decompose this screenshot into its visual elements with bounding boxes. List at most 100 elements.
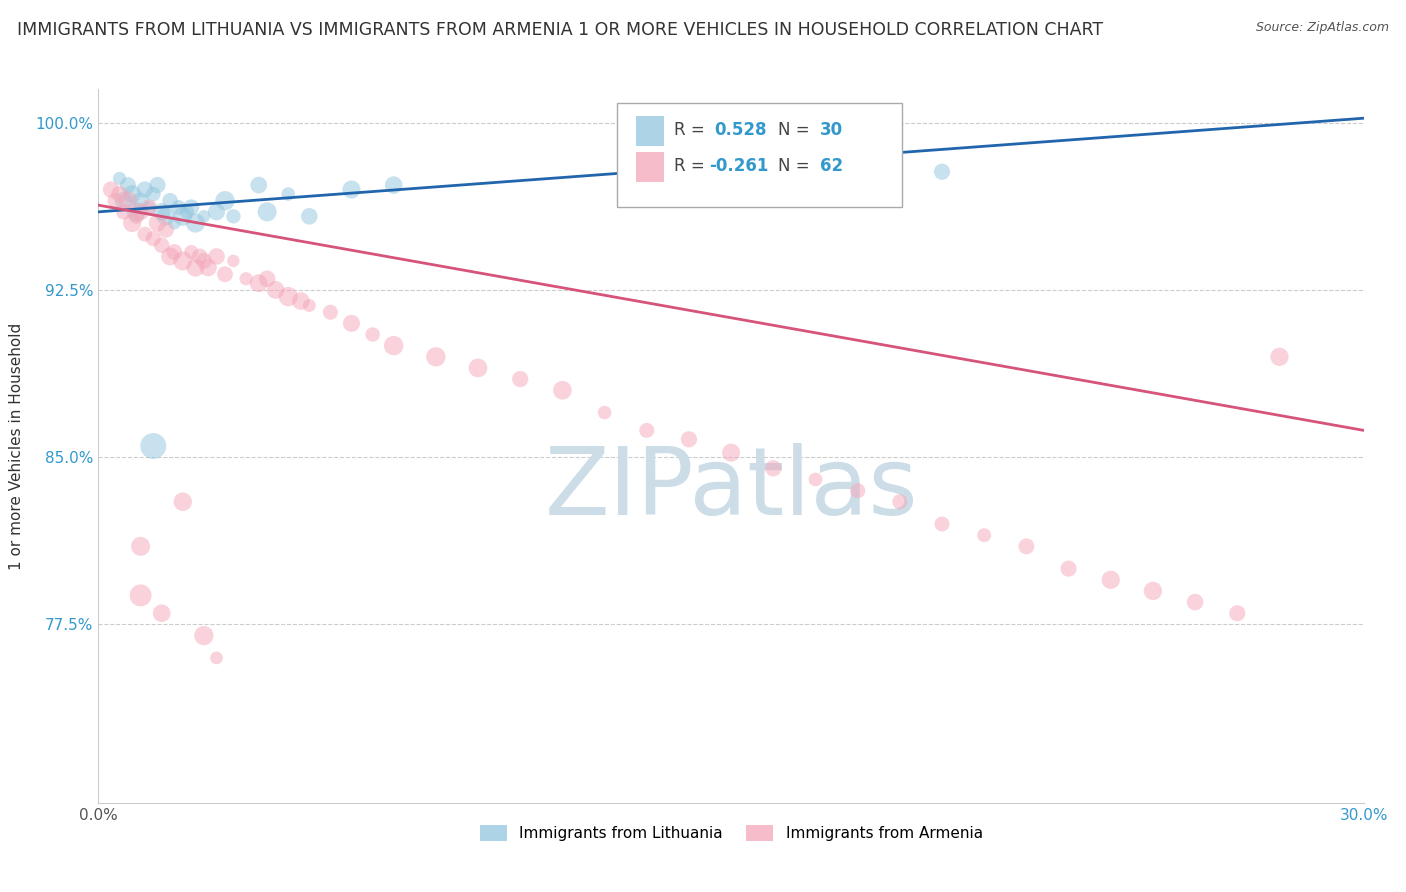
Point bbox=[146, 216, 169, 230]
Point bbox=[1015, 539, 1038, 553]
Point bbox=[235, 271, 257, 285]
Text: N =: N = bbox=[778, 157, 815, 175]
Text: IMMIGRANTS FROM LITHUANIA VS IMMIGRANTS FROM ARMENIA 1 OR MORE VEHICLES IN HOUSE: IMMIGRANTS FROM LITHUANIA VS IMMIGRANTS … bbox=[17, 21, 1102, 38]
Point bbox=[129, 539, 152, 553]
Point bbox=[290, 293, 312, 308]
FancyBboxPatch shape bbox=[617, 103, 903, 207]
Point bbox=[264, 283, 287, 297]
Point bbox=[150, 606, 173, 620]
Point bbox=[636, 423, 658, 437]
FancyBboxPatch shape bbox=[636, 152, 664, 182]
Point bbox=[247, 276, 270, 290]
Point bbox=[1226, 606, 1249, 620]
Point bbox=[155, 222, 177, 236]
Point bbox=[277, 186, 299, 201]
Point bbox=[214, 194, 236, 208]
Point bbox=[340, 316, 363, 330]
Point bbox=[172, 209, 194, 223]
Point bbox=[134, 227, 156, 241]
Point bbox=[222, 253, 245, 268]
Point bbox=[184, 260, 207, 275]
Point bbox=[804, 472, 827, 486]
Point bbox=[129, 204, 152, 219]
Point bbox=[142, 186, 165, 201]
Text: 62: 62 bbox=[820, 157, 842, 175]
Point bbox=[163, 216, 186, 230]
Point bbox=[340, 182, 363, 196]
Point bbox=[172, 494, 194, 508]
Text: 0.528: 0.528 bbox=[714, 121, 768, 139]
Point bbox=[382, 338, 405, 352]
Point bbox=[138, 200, 160, 214]
Point bbox=[184, 216, 207, 230]
Point bbox=[155, 209, 177, 223]
Point bbox=[172, 253, 194, 268]
Text: Source: ZipAtlas.com: Source: ZipAtlas.com bbox=[1256, 21, 1389, 34]
Point bbox=[188, 249, 211, 263]
Y-axis label: 1 or more Vehicles in Household: 1 or more Vehicles in Household bbox=[10, 322, 24, 570]
Legend: Immigrants from Lithuania, Immigrants from Armenia: Immigrants from Lithuania, Immigrants fr… bbox=[472, 817, 990, 848]
Point bbox=[467, 360, 489, 375]
Point bbox=[509, 372, 531, 386]
Point bbox=[1184, 595, 1206, 609]
Point bbox=[222, 209, 245, 223]
Text: ZIPatlas: ZIPatlas bbox=[544, 442, 918, 535]
Point bbox=[298, 298, 321, 312]
Point bbox=[117, 178, 139, 192]
Point bbox=[121, 186, 143, 201]
Point bbox=[425, 350, 447, 364]
Point bbox=[100, 182, 122, 196]
Point bbox=[247, 178, 270, 192]
Point bbox=[193, 253, 215, 268]
Point bbox=[142, 231, 165, 245]
Point bbox=[846, 483, 869, 498]
Point bbox=[319, 305, 342, 319]
Point bbox=[205, 204, 228, 219]
Point bbox=[150, 238, 173, 252]
Point bbox=[214, 267, 236, 281]
Point bbox=[551, 383, 574, 397]
Point bbox=[973, 528, 995, 542]
Point bbox=[104, 194, 127, 208]
Point bbox=[125, 204, 148, 219]
Point bbox=[678, 432, 700, 446]
Point bbox=[167, 200, 190, 214]
FancyBboxPatch shape bbox=[636, 116, 664, 146]
Point bbox=[382, 178, 405, 192]
Point bbox=[256, 271, 278, 285]
Point bbox=[193, 209, 215, 223]
Point bbox=[193, 628, 215, 642]
Text: R =: R = bbox=[675, 121, 710, 139]
Point bbox=[1057, 561, 1080, 575]
Point bbox=[931, 164, 953, 178]
Text: R =: R = bbox=[675, 157, 710, 175]
Point bbox=[129, 588, 152, 602]
Point bbox=[1142, 583, 1164, 598]
Point bbox=[117, 194, 139, 208]
Point bbox=[180, 200, 202, 214]
Point bbox=[142, 439, 165, 453]
Point bbox=[108, 186, 131, 201]
Text: N =: N = bbox=[778, 121, 815, 139]
Point bbox=[180, 244, 202, 259]
Point bbox=[108, 171, 131, 186]
Point bbox=[720, 445, 742, 459]
Point bbox=[150, 204, 173, 219]
Point bbox=[205, 650, 228, 665]
Point bbox=[176, 204, 198, 219]
Point bbox=[138, 200, 160, 214]
Point bbox=[762, 461, 785, 475]
Point bbox=[125, 209, 148, 223]
Point bbox=[205, 249, 228, 263]
Point bbox=[889, 494, 911, 508]
Point bbox=[112, 194, 135, 208]
Point bbox=[1268, 350, 1291, 364]
Point bbox=[146, 178, 169, 192]
Point bbox=[112, 204, 135, 219]
Point bbox=[134, 182, 156, 196]
Point bbox=[159, 249, 181, 263]
Point bbox=[159, 194, 181, 208]
Point bbox=[197, 260, 219, 275]
Point bbox=[163, 244, 186, 259]
Point bbox=[593, 405, 616, 419]
